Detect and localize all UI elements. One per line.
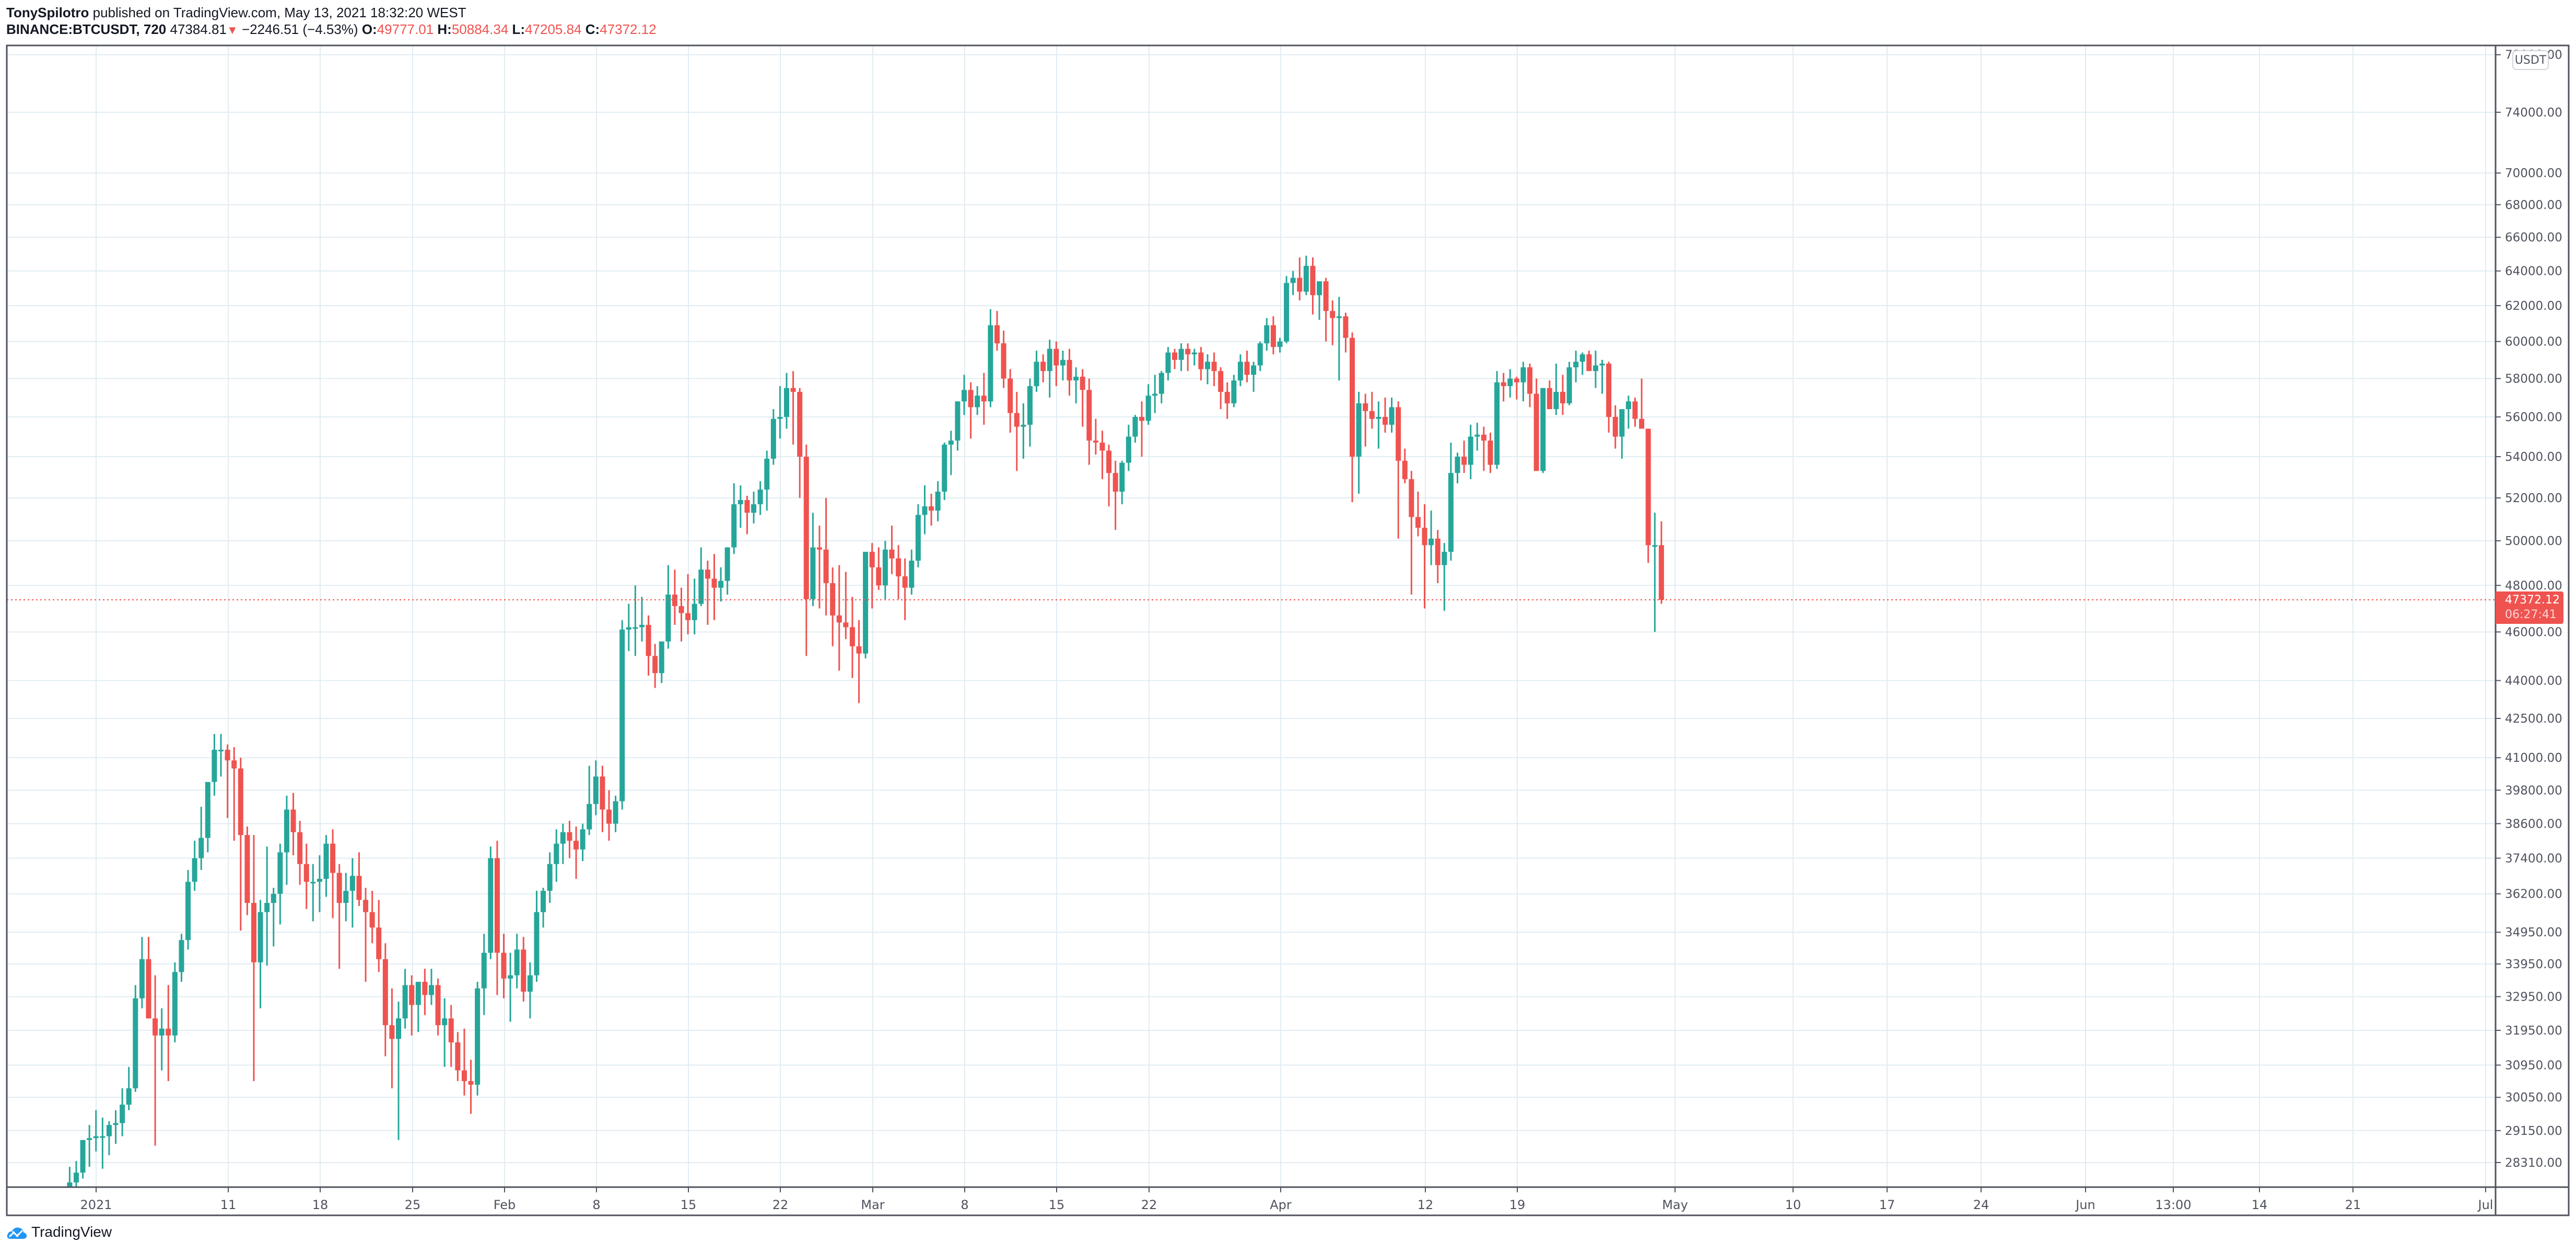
time-tick-label: 10	[1785, 1198, 1801, 1212]
price-tick-label: 34950.00	[2505, 926, 2562, 939]
price-tick-label: 56000.00	[2505, 411, 2562, 424]
time-tick-label: Apr	[1270, 1198, 1292, 1212]
price-tick-label: 68000.00	[2505, 199, 2562, 212]
candles	[67, 256, 1664, 1187]
price-tick-label: 58000.00	[2505, 373, 2562, 386]
price-tick-label: 36200.00	[2505, 888, 2562, 901]
time-tick-label: 25	[405, 1198, 421, 1212]
open-value: 49777.01	[377, 21, 434, 37]
price-tick-label: 32950.00	[2505, 990, 2562, 1004]
brand-name: TradingView	[31, 1224, 112, 1240]
time-tick-label: Jul	[2477, 1198, 2493, 1212]
publish-info: TonySpilotro published on TradingView.co…	[6, 4, 466, 21]
low-value: 47205.84	[525, 21, 582, 37]
last-price-tag: 47372.12 06:27:41	[2496, 591, 2563, 624]
price-tick-label: 60000.00	[2505, 335, 2562, 349]
time-tick-label: 21	[2345, 1198, 2361, 1212]
author-name[interactable]: TonySpilotro	[6, 5, 89, 20]
open-label: O:	[361, 21, 377, 37]
price-tick-label: 39800.00	[2505, 784, 2562, 797]
price-tick-label: 37400.00	[2505, 852, 2562, 865]
price-tick-label: 31950.00	[2505, 1024, 2562, 1038]
time-tick-label: 8	[961, 1198, 968, 1212]
currency-label[interactable]: USDT	[2512, 50, 2549, 70]
high-value: 50884.34	[451, 21, 509, 37]
time-tick-label: 8	[592, 1198, 600, 1212]
candle-countdown: 06:27:41	[2505, 608, 2557, 621]
footer-brand[interactable]: TradingView	[6, 1224, 112, 1240]
price-tick-label: 64000.00	[2505, 265, 2562, 278]
time-tick-label: 13:00	[2155, 1198, 2191, 1212]
time-tick-label: 11	[220, 1198, 237, 1212]
time-tick-label: 24	[1973, 1198, 1989, 1212]
time-tick-label: 15	[1049, 1198, 1065, 1212]
symbol-legend: BINANCE:BTCUSDT, 720 47384.81▼ −2246.51 …	[6, 21, 657, 39]
time-tick-label: May	[1662, 1198, 1688, 1212]
time-tick-label: 17	[1879, 1198, 1895, 1212]
close-label: C:	[585, 21, 600, 37]
price-tick-label: 66000.00	[2505, 231, 2562, 245]
last-price-value: 47372.12	[2505, 594, 2560, 607]
grid-lines	[7, 45, 2496, 1187]
price-tick-label: 54000.00	[2505, 450, 2562, 464]
time-tick-label: 19	[1509, 1198, 1526, 1212]
price-tick-label: 29150.00	[2505, 1124, 2562, 1138]
price-tick-label: 46000.00	[2505, 625, 2562, 639]
price-tick-label: 28310.00	[2505, 1156, 2562, 1170]
price-tick-label: 41000.00	[2505, 751, 2562, 765]
time-tick-label: 14	[2252, 1198, 2268, 1212]
price-tick-label: 30950.00	[2505, 1059, 2562, 1072]
tradingview-logo-icon	[7, 1227, 27, 1239]
price-tick-label: 62000.00	[2505, 299, 2562, 313]
last-value: 47384.81	[170, 21, 227, 37]
low-label: L:	[512, 21, 525, 37]
change-value: −2246.51 (−4.53%)	[241, 21, 358, 37]
time-tick-label: 2021	[80, 1198, 112, 1212]
time-tick-label: 15	[681, 1198, 697, 1212]
price-tick-label: 44000.00	[2505, 674, 2562, 688]
time-tick-label: 12	[1418, 1198, 1434, 1212]
time-tick-label: Mar	[861, 1198, 884, 1212]
price-tick-label: 38600.00	[2505, 817, 2562, 831]
price-tick-label: 74000.00	[2505, 106, 2562, 120]
price-tick-label: 52000.00	[2505, 492, 2562, 505]
time-tick-label: Feb	[494, 1198, 516, 1212]
time-axis[interactable]: 2021 11 18 25 Feb 8 15 22 Mar 8 15 22 Apr 12 19 May 10 17…	[80, 1187, 2493, 1212]
price-tick-label: 42500.00	[2505, 712, 2562, 726]
time-tick-label: 18	[312, 1198, 329, 1212]
time-tick-label: 22	[772, 1198, 789, 1212]
time-tick-label: Jun	[2075, 1198, 2095, 1212]
down-arrow-icon: ▼	[226, 24, 238, 37]
high-label: H:	[437, 21, 452, 37]
price-tick-label: 33950.00	[2505, 958, 2562, 971]
chart-frame	[6, 44, 2570, 1216]
price-tick-label: 30050.00	[2505, 1091, 2562, 1105]
price-tick-label: 70000.00	[2505, 167, 2562, 180]
price-axis[interactable]: 78000.0074000.0070000.0068000.0066000.00…	[2496, 49, 2562, 1170]
price-tick-label: 50000.00	[2505, 535, 2562, 548]
symbol-title: BINANCE:BTCUSDT, 720	[6, 21, 167, 37]
time-tick-label: 22	[1141, 1198, 1157, 1212]
publish-text: published on TradingView.com, May 13, 20…	[92, 5, 466, 20]
price-tick-label: 48000.00	[2505, 579, 2562, 593]
close-value: 47372.12	[600, 21, 657, 37]
